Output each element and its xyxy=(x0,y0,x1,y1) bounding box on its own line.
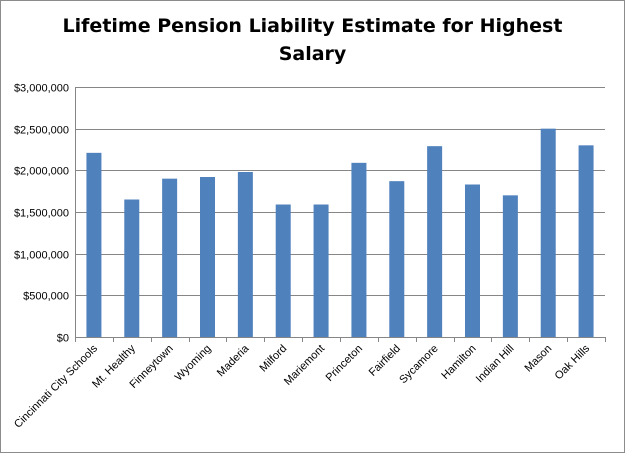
y-tick-label: $500,000 xyxy=(23,291,69,303)
chart-title-line-1: Lifetime Pension Liability Estimate for … xyxy=(62,15,563,37)
x-tick-label: Mason xyxy=(522,343,554,375)
x-tick-label: Milford xyxy=(258,343,290,375)
x-tick-label: Hamilton xyxy=(439,343,478,382)
bar xyxy=(578,145,594,337)
bar xyxy=(313,204,329,337)
bar xyxy=(465,184,480,337)
bar xyxy=(427,146,443,337)
x-tick-label: Princeton xyxy=(324,343,365,384)
x-tick-label: Mariemont xyxy=(282,343,327,388)
bar xyxy=(351,162,367,337)
x-tick-label: Oak Hills xyxy=(553,342,593,382)
y-tick-label: $3,000,000 xyxy=(14,83,69,95)
chart-title: Lifetime Pension Liability Estimate for … xyxy=(0,12,625,68)
x-tick-label: Indian Hill xyxy=(474,343,517,386)
y-tick-label: $2,500,000 xyxy=(14,125,69,137)
bar xyxy=(86,152,102,337)
y-tick-label: $2,000,000 xyxy=(14,166,69,178)
y-tick-label: $1,500,000 xyxy=(14,208,69,220)
x-tick-label: Maderia xyxy=(215,342,252,379)
chart-title-line-2: Salary xyxy=(278,43,347,65)
y-tick-label: $0 xyxy=(57,333,69,345)
bar xyxy=(237,172,253,337)
bar xyxy=(162,178,178,337)
x-tick-label: Fairfield xyxy=(367,343,403,379)
x-tick-label: Wyoming xyxy=(173,343,214,384)
x-tick-label: Sycamore xyxy=(397,343,441,387)
y-tick-label: $1,000,000 xyxy=(14,250,69,262)
bar xyxy=(540,128,556,337)
x-tick-label: Cincinnati City Schools xyxy=(12,342,100,430)
bar xyxy=(389,181,405,337)
bar xyxy=(124,199,140,337)
bar xyxy=(200,177,215,337)
bar xyxy=(275,204,291,337)
bar xyxy=(502,195,518,337)
